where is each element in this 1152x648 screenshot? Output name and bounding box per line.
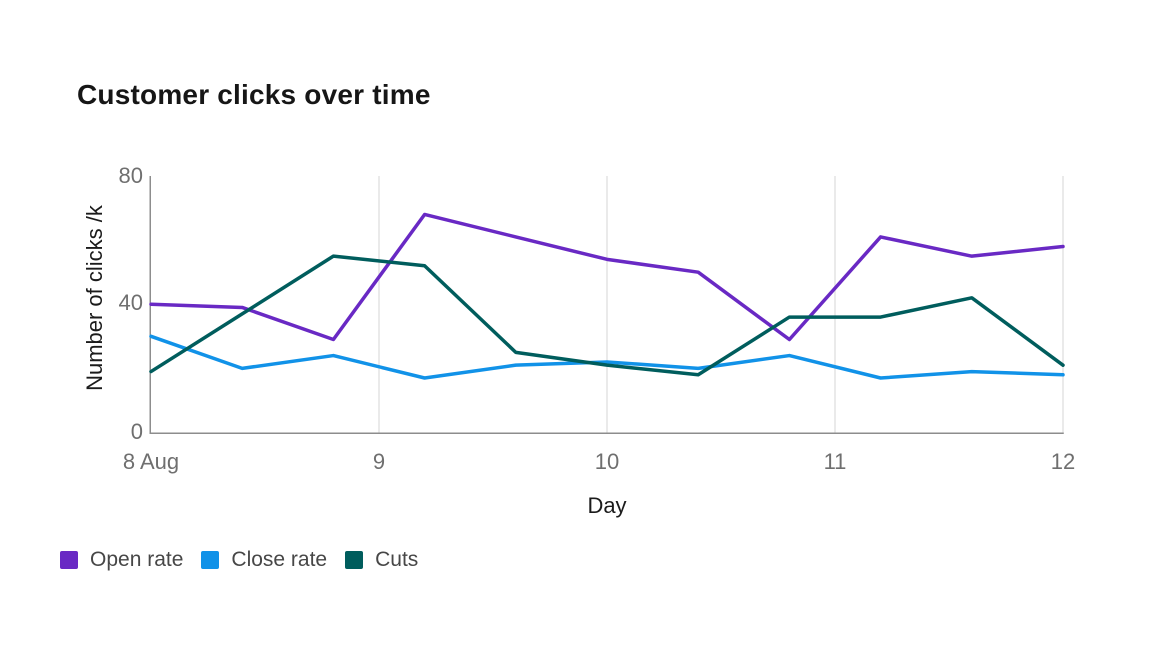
legend-label: Cuts xyxy=(375,548,419,571)
x-tick-9: 9 xyxy=(372,449,386,474)
y-tick-40: 40 xyxy=(118,290,143,315)
cuts-swatch-icon xyxy=(345,551,364,569)
y-tick-0: 0 xyxy=(130,419,143,444)
legend-label: Open rate xyxy=(90,548,184,571)
legend-item-open-rate[interactable]: Open rate xyxy=(60,548,184,571)
legend: Open rate Close rate Cuts xyxy=(60,548,419,571)
x-tick-12: 12 xyxy=(1050,449,1076,474)
x-axis-title: Day xyxy=(587,493,627,518)
x-tick-11: 11 xyxy=(823,449,847,474)
open-rate-swatch-icon xyxy=(60,551,78,569)
chart-title: Customer clicks over time xyxy=(77,79,431,110)
close-rate-swatch-icon xyxy=(201,551,220,569)
x-tick-8aug: 8 Aug xyxy=(122,449,180,474)
y-tick-80: 80 xyxy=(118,163,143,188)
legend-label: Close rate xyxy=(231,548,328,571)
legend-item-cuts[interactable]: Cuts xyxy=(345,548,419,571)
x-tick-10: 10 xyxy=(594,449,620,474)
legend-item-close-rate[interactable]: Close rate xyxy=(201,548,328,571)
